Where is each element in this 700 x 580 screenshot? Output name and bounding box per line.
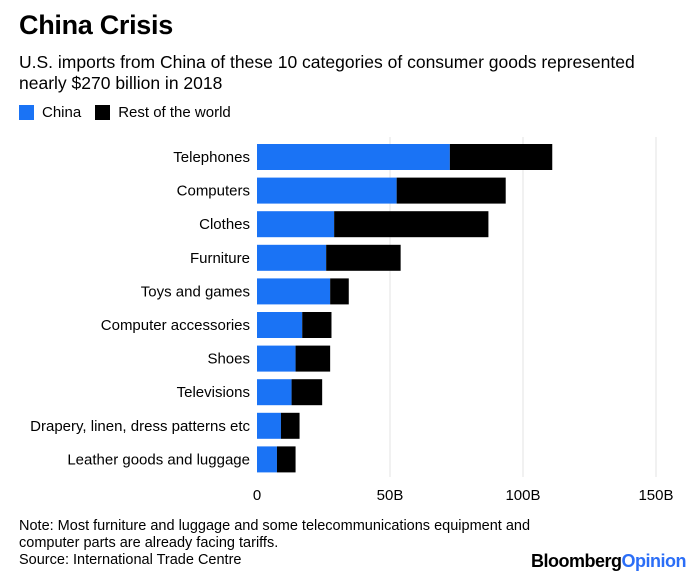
category-label-3: Furniture — [190, 250, 250, 267]
bar-china-4 — [257, 278, 331, 305]
x-tick-label-3: 150B — [638, 487, 673, 504]
brand-primary: Bloomberg — [531, 551, 622, 571]
bar-rest-7 — [291, 379, 323, 406]
category-label-4: Toys and games — [141, 283, 250, 300]
bar-china-9 — [257, 446, 277, 473]
bar-rest-0 — [449, 144, 553, 170]
bar-chart: Telephones Computers Clothes Furniture Toys … — [30, 137, 674, 504]
x-tick-label-1: 50B — [377, 487, 404, 504]
legend-label-rest: Rest of the world — [118, 104, 231, 121]
category-label-8: Drapery, linen, dress patterns etc — [30, 418, 250, 435]
brand-secondary: Opinion — [621, 551, 687, 571]
bar-china-5 — [257, 312, 303, 338]
legend-item-rest: Rest of the world — [95, 104, 231, 121]
chart-subtitle: U.S. imports from China of these 10 cate… — [19, 52, 635, 93]
legend-swatch-china — [19, 105, 34, 120]
category-label-7: Televisions — [177, 384, 250, 401]
bar-rest-8 — [280, 412, 300, 439]
bar-china-2 — [257, 211, 335, 238]
legend-item-china: China — [19, 104, 81, 121]
bar-rest-3 — [326, 244, 401, 271]
bar-rest-6 — [295, 345, 331, 372]
category-label-1: Computers — [177, 183, 250, 200]
bar-rest-4 — [330, 278, 349, 305]
bar-china-8 — [257, 412, 281, 439]
bar-china-1 — [257, 177, 397, 204]
bar-china-6 — [257, 345, 296, 372]
bar-china-3 — [257, 244, 327, 271]
category-label-6: Shoes — [207, 351, 250, 368]
category-label-5: Computer accessories — [101, 317, 250, 334]
chart-title: China Crisis — [19, 10, 173, 40]
legend: China Rest of the world — [19, 104, 245, 121]
bar-rest-5 — [302, 312, 332, 338]
note-text: Note: Most furniture and luggage and som… — [19, 518, 531, 551]
category-label-9: Leather goods and luggage — [67, 451, 250, 468]
category-label-2: Clothes — [199, 216, 250, 233]
bar-china-0 — [257, 144, 450, 170]
bar-rest-9 — [276, 446, 296, 473]
legend-swatch-rest — [95, 105, 111, 120]
category-label-0: Telephones — [173, 149, 250, 166]
bar-rest-1 — [396, 177, 506, 204]
chart-note: Note: Most furniture and luggage and som… — [19, 518, 559, 569]
legend-label-china: China — [42, 104, 82, 121]
source-text: Source: International Trade Centre — [19, 552, 242, 568]
x-tick-label-0: 0 — [253, 487, 261, 504]
x-tick-label-2: 100B — [505, 487, 540, 504]
brand-logo: BloombergOpinion — [531, 551, 687, 572]
bar-china-7 — [257, 379, 292, 406]
bar-rest-2 — [334, 211, 489, 238]
